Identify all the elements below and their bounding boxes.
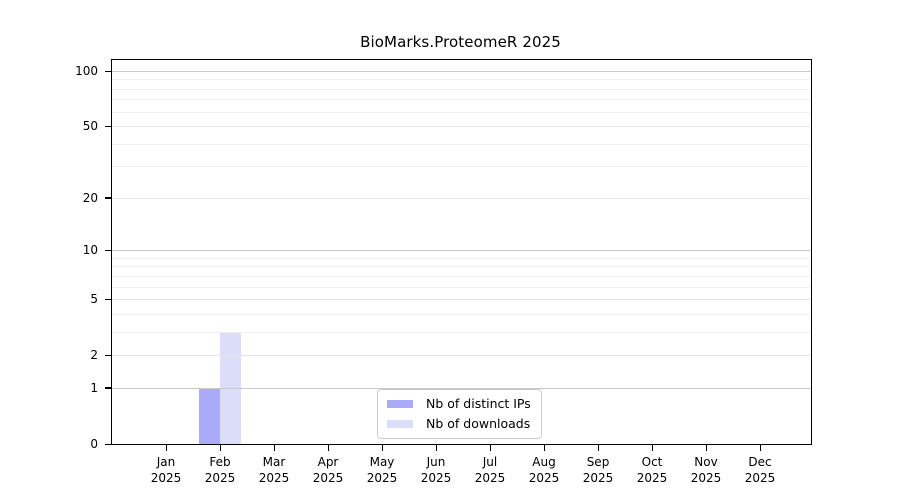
x-tick-year: 2025 <box>204 471 236 485</box>
x-tick <box>489 444 491 451</box>
x-tick-label: Jan 2025 <box>134 454 198 486</box>
legend-row-downloads: Nb of downloads <box>387 416 531 431</box>
x-tick-month: Sep <box>586 455 610 469</box>
y-tick-label: 1 <box>90 380 98 395</box>
gridline-minor <box>112 166 811 168</box>
gridline-major <box>112 387 811 389</box>
y-tick-label: 5 <box>90 292 98 307</box>
chart-title: BioMarks.ProteomeR 2025 <box>360 33 561 51</box>
x-tick <box>597 444 599 451</box>
legend-swatch-downloads <box>387 419 413 428</box>
y-tick <box>105 354 112 357</box>
x-tick-label: Dec 2025 <box>728 454 792 486</box>
gridline-major <box>112 355 811 357</box>
gridline-minor <box>112 79 811 81</box>
x-tick-month: Oct <box>641 455 663 469</box>
x-tick <box>543 444 545 451</box>
x-tick-year: 2025 <box>420 471 452 485</box>
y-tick <box>105 125 112 128</box>
y-tick <box>105 443 112 445</box>
y-tick <box>105 249 112 252</box>
gridline-minor <box>112 99 811 101</box>
y-tick-label: 50 <box>82 119 98 134</box>
y-tick-label: 10 <box>82 243 98 258</box>
x-tick-year: 2025 <box>744 471 776 485</box>
x-tick-year: 2025 <box>582 471 614 485</box>
gridline-major <box>112 71 811 72</box>
x-tick-label: May 2025 <box>350 454 414 486</box>
x-tick-month: Nov <box>694 455 718 469</box>
x-tick-label: Jun 2025 <box>404 454 468 486</box>
y-tick-label: 2 <box>90 348 98 363</box>
x-tick <box>165 444 167 451</box>
x-tick-year: 2025 <box>312 471 344 485</box>
x-tick-year: 2025 <box>474 471 506 485</box>
x-tick-label: Jul 2025 <box>458 454 522 486</box>
x-tick <box>435 444 437 451</box>
x-tick-label: Sep 2025 <box>566 454 630 486</box>
gridline-minor <box>112 313 811 315</box>
x-tick-year: 2025 <box>528 471 560 485</box>
x-tick-month: Jun <box>426 455 446 469</box>
x-tick-label: Apr 2025 <box>296 454 360 486</box>
x-tick-year: 2025 <box>366 471 398 485</box>
gridline-major <box>112 126 811 128</box>
gridline-minor <box>112 275 811 277</box>
x-tick-year: 2025 <box>258 471 290 485</box>
x-tick-month: May <box>369 455 395 469</box>
x-tick-label: Mar 2025 <box>242 454 306 486</box>
gridline-minor <box>112 143 811 145</box>
x-tick-month: Aug <box>532 455 556 469</box>
gridline-major <box>112 197 811 199</box>
gridline-minor <box>112 266 811 268</box>
legend-row-distinct-ips: Nb of distinct IPs <box>387 396 531 411</box>
plot-area: 0 1 2 5 10 20 50 100 Jan 2025 Feb 2025 Mar 2025 Apr 20… <box>75 59 812 485</box>
x-tick-year: 2025 <box>636 471 668 485</box>
x-tick <box>273 444 275 451</box>
x-tick-month: Feb <box>209 455 231 469</box>
gridline-minor <box>112 286 811 288</box>
y-tick <box>105 298 112 301</box>
x-tick-month: Jul <box>482 455 498 469</box>
x-tick-month: Apr <box>317 455 339 469</box>
y-tick-label: 0 <box>90 437 98 451</box>
legend-label-distinct-ips: Nb of distinct IPs <box>426 396 531 411</box>
legend: Nb of distinct IPs Nb of downloads <box>377 389 542 439</box>
gridline-minor <box>112 331 811 333</box>
gridline-major <box>112 250 811 252</box>
y-tick <box>105 70 112 72</box>
x-tick <box>381 444 383 451</box>
y-tick-label: 100 <box>75 64 98 78</box>
x-tick <box>759 444 761 451</box>
x-tick-label: Aug 2025 <box>512 454 576 486</box>
x-tick-month: Mar <box>262 455 286 469</box>
x-tick-year: 2025 <box>150 471 182 485</box>
gridline-minor <box>112 257 811 259</box>
gridline-minor <box>112 111 811 113</box>
bar-distinct-ips <box>199 387 220 444</box>
x-tick-label: Feb 2025 <box>188 454 252 486</box>
gridline-major <box>112 299 811 301</box>
x-tick <box>651 444 653 451</box>
x-tick-year: 2025 <box>690 471 722 485</box>
y-tick <box>105 197 112 199</box>
x-tick <box>705 444 707 451</box>
y-tick <box>105 387 112 389</box>
x-tick-label: Nov 2025 <box>674 454 738 486</box>
legend-label-downloads: Nb of downloads <box>426 416 531 431</box>
y-tick-label: 20 <box>82 190 98 205</box>
legend-swatch-distinct-ips <box>387 399 413 408</box>
x-tick <box>327 444 329 451</box>
x-tick <box>219 444 221 451</box>
x-tick-month: Dec <box>748 455 772 469</box>
x-tick-label: Oct 2025 <box>620 454 684 486</box>
x-tick-month: Jan <box>156 455 176 469</box>
gridline-minor <box>112 88 811 90</box>
